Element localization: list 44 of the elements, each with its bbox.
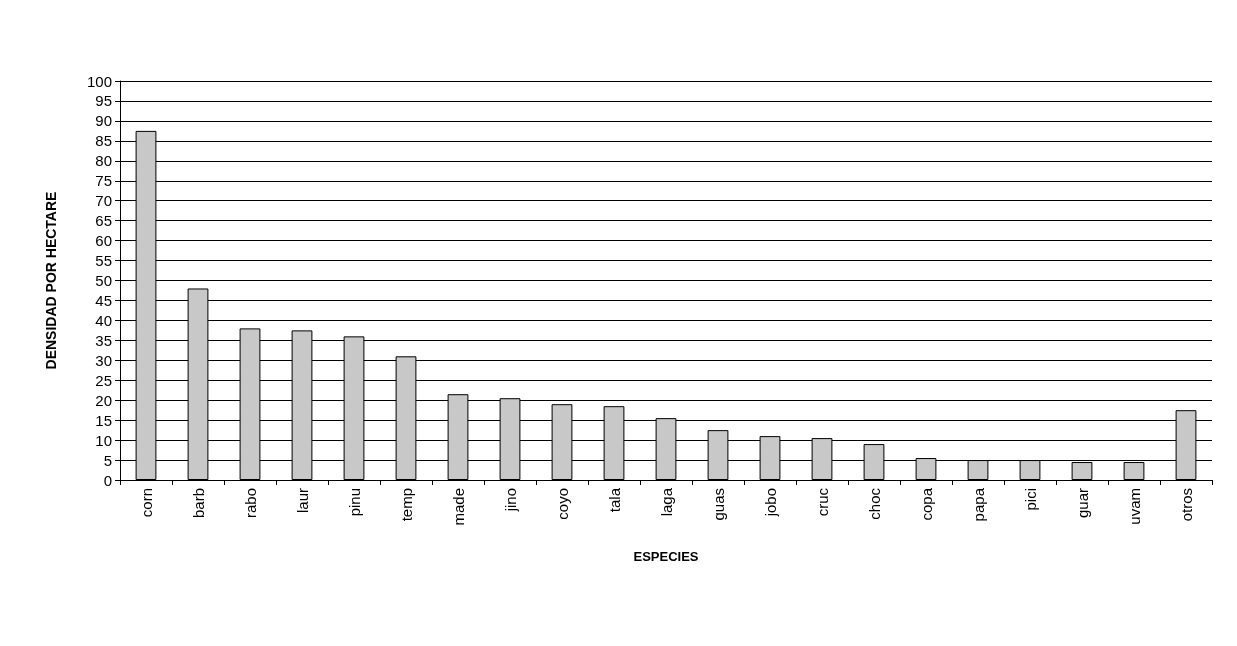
x-tick-label: temp <box>397 488 415 522</box>
x-tick-label: jino <box>501 488 519 513</box>
y-tick-label: 10 <box>95 431 112 449</box>
x-tick-label: guas <box>709 488 727 521</box>
x-axis-title: ESPECIES <box>633 549 699 564</box>
x-tick-label: coyo <box>553 488 571 520</box>
y-tick-label: 20 <box>95 391 112 409</box>
x-tick-label: pinu <box>345 488 363 517</box>
y-tick-label: 75 <box>95 172 112 190</box>
y-tick-label: 15 <box>95 411 112 429</box>
y-tick-label: 25 <box>95 371 112 389</box>
y-tick-label: 50 <box>95 272 112 289</box>
x-tick-label: jobo <box>761 488 779 518</box>
y-tick-label: 80 <box>95 152 112 170</box>
y-tick-label: 55 <box>95 252 112 270</box>
y-tick-label: 40 <box>95 311 112 329</box>
x-tick-label: laga <box>657 487 675 517</box>
x-tick-label: copa <box>917 487 935 521</box>
x-tick-label: guar <box>1073 488 1091 519</box>
y-tick-label: 70 <box>95 192 112 210</box>
x-tick-label: made <box>449 488 467 526</box>
y-tick-label: 0 <box>103 471 112 489</box>
y-tick-label: 45 <box>95 291 112 309</box>
x-tick-label: corn <box>137 488 155 518</box>
y-tick-label: 35 <box>95 331 112 349</box>
x-tick-label: pici <box>1021 488 1039 511</box>
y-tick-label: 95 <box>95 92 112 110</box>
x-tick-label: uvam <box>1125 488 1143 525</box>
y-tick-label: 85 <box>95 132 112 150</box>
y-tick-label: 60 <box>95 232 112 250</box>
x-tick-label: papa <box>969 487 987 522</box>
y-tick-label: 5 <box>103 451 112 469</box>
x-tick-label: choc <box>865 487 883 520</box>
x-tick-label: laur <box>293 488 311 514</box>
y-tick-label: 30 <box>95 351 112 369</box>
x-tick-label: otros <box>1177 488 1195 522</box>
y-tick-label: 90 <box>95 112 112 130</box>
x-tick-label: barb <box>189 488 207 519</box>
x-tick-label: rabo <box>241 488 259 519</box>
x-tick-label: cruc <box>813 487 831 517</box>
x-tick-label: tala <box>605 487 623 513</box>
y-tick-label: 65 <box>95 212 112 230</box>
y-axis-title: DENSIDAD POR HECTARE <box>43 191 59 370</box>
y-tick-label: 100 <box>86 72 112 90</box>
